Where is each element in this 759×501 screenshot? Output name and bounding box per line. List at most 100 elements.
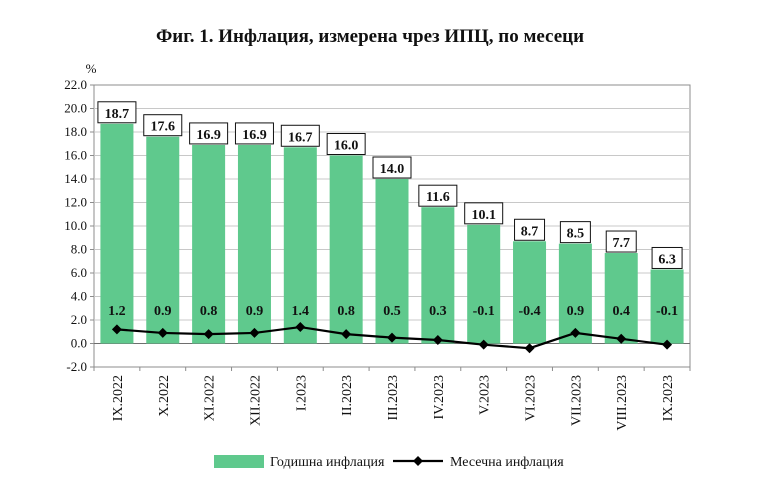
line-value-label: 0.9 bbox=[154, 304, 172, 319]
y-tick-label: 10.0 bbox=[64, 218, 87, 233]
chart-title: Фиг. 1. Инфлация, измерена чрез ИПЦ, по … bbox=[156, 26, 584, 47]
x-tick-label: IV.2023 bbox=[432, 375, 447, 419]
bar bbox=[100, 123, 134, 344]
bar bbox=[192, 144, 226, 344]
bar-value-label: 6.3 bbox=[658, 252, 676, 267]
line-value-label: -0.1 bbox=[473, 304, 495, 319]
x-tick-label: II.2023 bbox=[340, 375, 355, 416]
legend: Годишна инфлация Месечна инфлация bbox=[214, 455, 564, 470]
bar-value-box bbox=[559, 221, 591, 244]
legend-line-marker bbox=[413, 456, 423, 466]
x-tick-label: VI.2023 bbox=[524, 375, 539, 421]
line-value-label: -0.1 bbox=[656, 304, 678, 319]
line-marker bbox=[662, 339, 673, 350]
line-value-label: 1.4 bbox=[292, 304, 310, 319]
y-tick-label: 2.0 bbox=[71, 312, 87, 327]
y-tick-label: 6.0 bbox=[71, 265, 87, 280]
plot-area: 22.0 20.0 18.0 16.0 14.0 12.0 10.0 8.0 6.0 4.0 2.0… bbox=[64, 77, 691, 431]
bar-value-label: 8.7 bbox=[521, 224, 539, 239]
legend-line-label: Месечна инфлация bbox=[450, 455, 564, 470]
bar-value-label: 14.0 bbox=[380, 162, 405, 177]
line-marker bbox=[295, 322, 306, 333]
line-value-label: 0.9 bbox=[567, 304, 585, 319]
legend-bar-swatch bbox=[214, 455, 264, 468]
line-marker bbox=[616, 333, 627, 344]
bar bbox=[237, 144, 271, 344]
bar-value-label: 16.0 bbox=[334, 139, 359, 154]
bar-value-label: 8.5 bbox=[567, 227, 585, 242]
bar-value-box bbox=[464, 202, 504, 225]
bar-value-label: 16.7 bbox=[288, 130, 313, 145]
bar bbox=[146, 136, 180, 344]
bar bbox=[467, 224, 501, 344]
bar-value-box bbox=[605, 230, 637, 253]
x-tick-label: III.2023 bbox=[386, 375, 401, 421]
x-tick-label: I.2023 bbox=[294, 375, 309, 411]
y-tick-label: 12.0 bbox=[64, 195, 87, 210]
bar-value-label: 16.9 bbox=[196, 128, 221, 143]
bar-value-box bbox=[326, 133, 366, 155]
bar-value-box bbox=[651, 246, 683, 269]
x-tick-label: IX.2022 bbox=[111, 375, 126, 421]
bar-value-box bbox=[234, 122, 274, 145]
bar bbox=[650, 269, 684, 344]
x-tick-label: XII.2022 bbox=[248, 375, 263, 426]
bar-value-box bbox=[143, 114, 183, 137]
line-value-label: 0.4 bbox=[612, 304, 630, 319]
y-tick-label: 22.0 bbox=[64, 77, 87, 92]
bar bbox=[421, 207, 455, 344]
x-tick-label: X.2022 bbox=[157, 375, 172, 417]
y-tick-label: 14.0 bbox=[64, 171, 87, 186]
bar-value-box bbox=[97, 101, 137, 124]
x-tick-label: IX.2023 bbox=[661, 375, 676, 421]
bar bbox=[329, 155, 363, 344]
y-tick-label: 20.0 bbox=[64, 101, 87, 116]
y-tick-label: -2.0 bbox=[66, 359, 87, 374]
line-value-label: 0.8 bbox=[337, 304, 355, 319]
bar-value-box bbox=[189, 122, 229, 145]
y-tick-label: 8.0 bbox=[71, 242, 87, 257]
x-tick-label: XI.2022 bbox=[203, 375, 218, 421]
y-axis-unit-label: % bbox=[86, 61, 97, 76]
line-value-label: 1.2 bbox=[108, 304, 126, 319]
line-value-label: 0.3 bbox=[429, 304, 447, 319]
line-marker bbox=[524, 343, 535, 354]
line-value-label: -0.4 bbox=[518, 304, 540, 319]
bar bbox=[604, 253, 638, 344]
bar bbox=[513, 241, 547, 344]
line-marker bbox=[341, 329, 352, 340]
bar bbox=[375, 179, 409, 344]
bar-value-box bbox=[280, 124, 320, 147]
bar bbox=[558, 243, 592, 344]
bar-value-label: 10.1 bbox=[471, 208, 496, 223]
bar-value-label: 7.7 bbox=[612, 236, 630, 251]
line-marker bbox=[387, 332, 397, 343]
line-marker bbox=[111, 324, 122, 335]
bar-value-label: 11.6 bbox=[426, 190, 450, 205]
line-value-label: 0.8 bbox=[200, 304, 218, 319]
bar-value-label: 18.7 bbox=[105, 107, 130, 122]
legend-bar-label: Годишна инфлация bbox=[270, 455, 385, 470]
bar-value-box bbox=[418, 184, 458, 207]
line-marker bbox=[432, 334, 443, 345]
bar-value-label: 16.9 bbox=[242, 128, 267, 143]
y-tick-label: 4.0 bbox=[71, 289, 87, 304]
bar-value-label: 17.6 bbox=[151, 120, 176, 135]
line-value-label: 0.5 bbox=[383, 304, 401, 319]
line-marker bbox=[157, 327, 168, 338]
line-marker bbox=[203, 329, 214, 340]
y-tick-label: 16.0 bbox=[64, 148, 87, 163]
x-tick-label: VII.2023 bbox=[569, 375, 584, 426]
y-tick-label: 18.0 bbox=[64, 124, 87, 139]
bar-value-box bbox=[372, 156, 412, 179]
line-value-label: 0.9 bbox=[246, 304, 264, 319]
line-marker bbox=[249, 327, 260, 338]
line-marker bbox=[570, 327, 581, 338]
bar-value-box bbox=[514, 218, 546, 241]
line-marker bbox=[478, 339, 489, 350]
x-tick-label: VIII.2023 bbox=[615, 375, 630, 431]
x-tick-label: V.2023 bbox=[478, 375, 493, 415]
bar bbox=[283, 147, 317, 344]
